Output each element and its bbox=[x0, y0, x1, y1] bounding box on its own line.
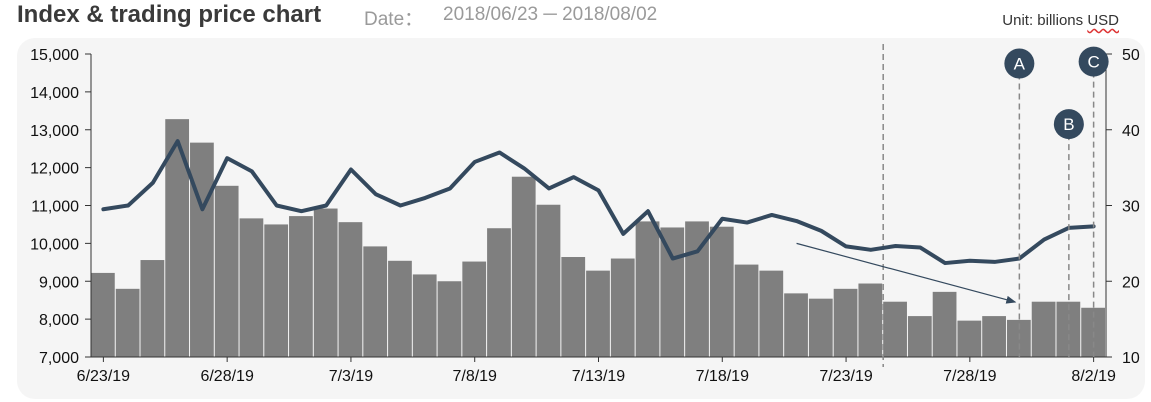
x-axis-tick-label: 7/13/19 bbox=[572, 368, 625, 385]
bar bbox=[759, 270, 784, 357]
x-axis-tick-label: 6/28/19 bbox=[200, 368, 253, 385]
bar bbox=[264, 224, 289, 357]
left-axis-tick-label: 15,000 bbox=[30, 47, 79, 64]
bar bbox=[412, 274, 437, 357]
bar bbox=[808, 298, 833, 357]
unit-label: Unit: billions USD bbox=[1002, 12, 1119, 29]
bar bbox=[685, 221, 709, 357]
bar bbox=[957, 320, 982, 357]
bar bbox=[511, 176, 536, 357]
marker-c-label: C bbox=[1087, 53, 1099, 72]
bar bbox=[709, 226, 734, 357]
marker-a-circle bbox=[1004, 48, 1035, 79]
bar bbox=[363, 246, 388, 357]
bar bbox=[982, 316, 1006, 357]
right-axis-tick-label: 40 bbox=[1122, 123, 1140, 140]
bar bbox=[190, 142, 214, 357]
x-axis-tick-label: 7/8/19 bbox=[452, 368, 497, 385]
bar bbox=[313, 208, 338, 357]
x-axis-tick-label: 7/28/19 bbox=[943, 368, 996, 385]
marker-a-label: A bbox=[1014, 54, 1026, 73]
marker-b-circle bbox=[1053, 109, 1084, 140]
bar bbox=[91, 272, 115, 357]
trend-arrow bbox=[796, 242, 1017, 304]
chart-header: Index & trading price chart Date： 2018/0… bbox=[0, 0, 1151, 36]
bar bbox=[165, 119, 190, 358]
bar bbox=[214, 185, 239, 357]
left-axis-tick-label: 10,000 bbox=[30, 236, 79, 253]
bar bbox=[858, 283, 883, 357]
bar bbox=[388, 260, 412, 357]
unit-prefix: Unit: billions bbox=[1002, 12, 1088, 29]
x-axis-tick-label: 7/23/19 bbox=[819, 368, 872, 385]
bar bbox=[289, 216, 313, 357]
left-axis-tick-label: 7,000 bbox=[39, 350, 79, 367]
right-axis-tick-label: 30 bbox=[1122, 199, 1140, 216]
bar bbox=[437, 281, 462, 357]
bar bbox=[932, 291, 957, 357]
left-axis-tick-label: 8,000 bbox=[39, 312, 79, 329]
right-axis-tick-label: 10 bbox=[1122, 350, 1140, 367]
bar bbox=[140, 260, 165, 357]
left-axis-tick-label: 11,000 bbox=[31, 199, 79, 216]
x-axis-tick-label: 7/3/19 bbox=[329, 368, 374, 385]
bar bbox=[734, 264, 759, 357]
bar bbox=[586, 270, 610, 357]
index-line bbox=[101, 139, 1096, 266]
x-axis-tick-label: 6/23/19 bbox=[77, 368, 130, 385]
bar bbox=[907, 316, 932, 357]
bar bbox=[635, 221, 660, 357]
bar bbox=[115, 288, 140, 357]
date-label: Date： bbox=[364, 9, 424, 30]
left-axis-tick-label: 12,000 bbox=[30, 161, 79, 178]
left-axis-tick-label: 14,000 bbox=[30, 85, 79, 102]
marker-b-label: B bbox=[1063, 115, 1074, 134]
bar bbox=[239, 218, 264, 357]
bar bbox=[610, 258, 635, 357]
bar bbox=[784, 293, 808, 357]
bar bbox=[338, 222, 363, 357]
chart-title: Index & trading price chart bbox=[17, 1, 322, 28]
right-axis-tick-label: 20 bbox=[1122, 274, 1140, 291]
right-axis-tick-label: 50 bbox=[1122, 47, 1140, 64]
marker-c-circle bbox=[1078, 46, 1109, 77]
unit-suffix: USD bbox=[1087, 12, 1119, 29]
bar bbox=[883, 301, 907, 357]
bar bbox=[833, 288, 858, 357]
bar bbox=[536, 204, 561, 357]
date-range: 2018/06/23 ─ 2018/08/02 bbox=[443, 4, 658, 25]
x-axis-tick-label: 8/2/19 bbox=[1071, 368, 1116, 385]
bar bbox=[487, 228, 511, 357]
bar bbox=[660, 227, 685, 357]
bar bbox=[1031, 301, 1056, 357]
left-axis-tick-label: 9,000 bbox=[39, 274, 79, 291]
left-axis-tick-label: 13,000 bbox=[30, 123, 79, 140]
bar bbox=[561, 257, 586, 357]
bar bbox=[462, 261, 487, 357]
x-axis-tick-label: 7/18/19 bbox=[696, 368, 749, 385]
